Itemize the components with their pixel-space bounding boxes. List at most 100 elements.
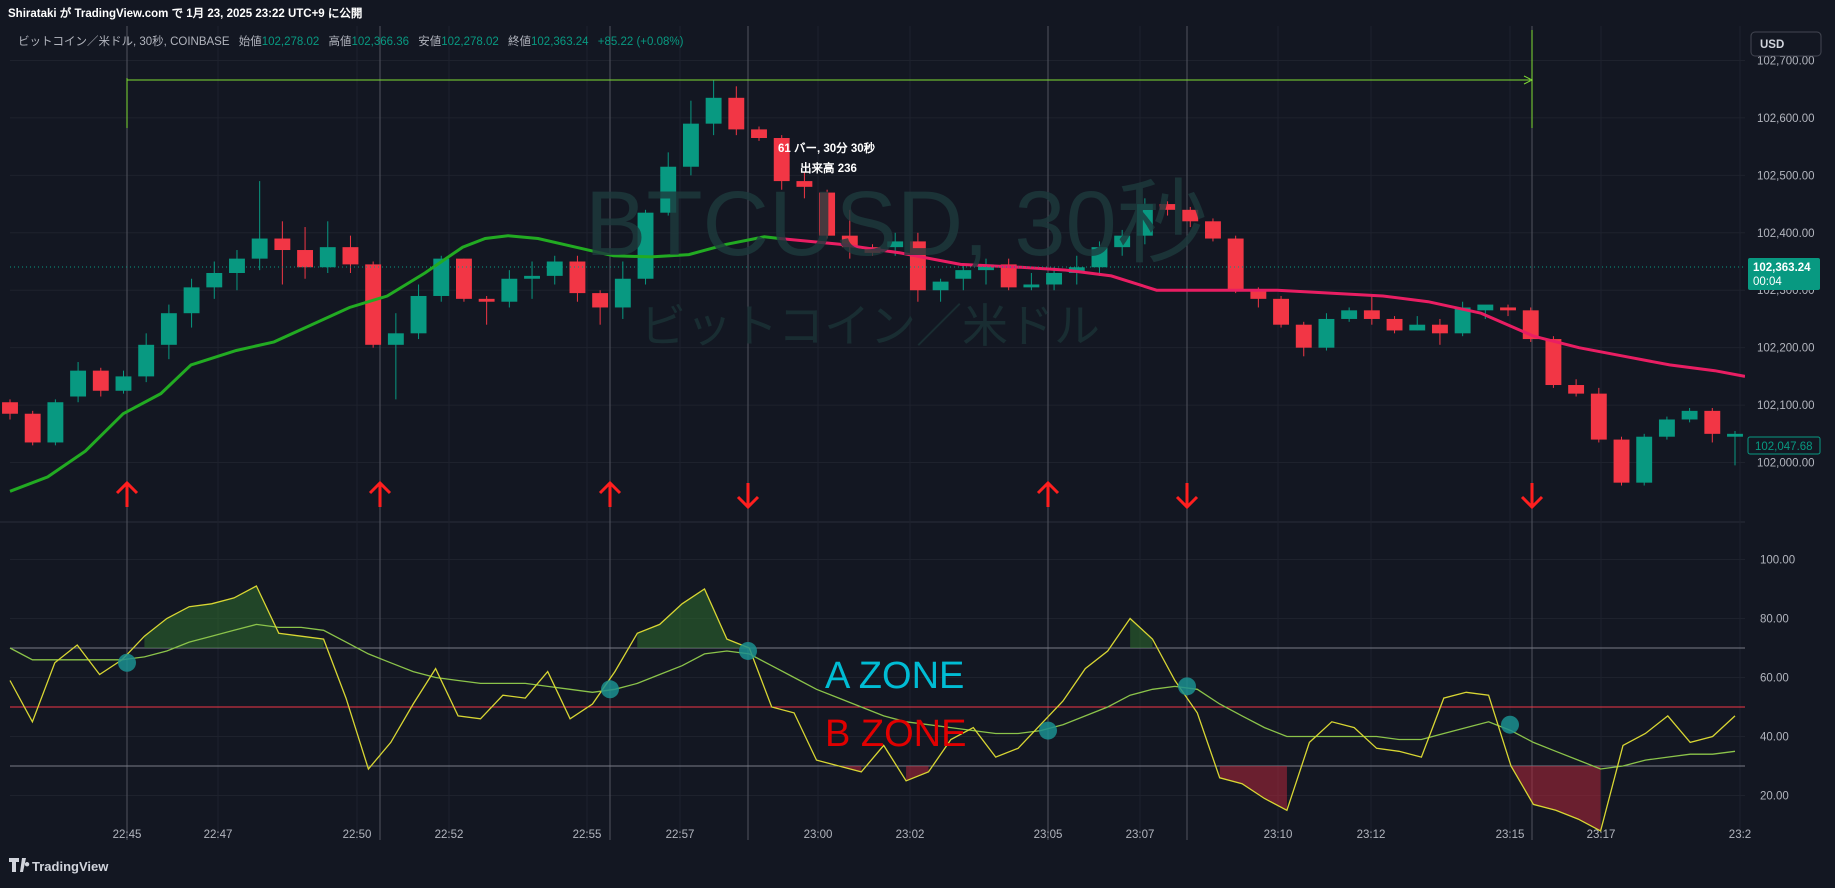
candle-up xyxy=(705,97,722,124)
signal-dot xyxy=(1178,677,1196,696)
signal-dot xyxy=(601,680,619,699)
footer-bar xyxy=(0,848,1835,883)
legend-high: 102,366.36 xyxy=(351,36,409,48)
candle-down xyxy=(1159,204,1176,210)
candle-down xyxy=(456,258,472,299)
candle-up xyxy=(1046,273,1063,285)
candle-down xyxy=(1363,310,1380,319)
candle-up xyxy=(614,278,631,308)
tv-logo-icon xyxy=(9,858,30,872)
candle-down xyxy=(274,238,291,251)
candle-up xyxy=(1636,436,1653,483)
measure-volume-label: 出来高 236 xyxy=(800,161,857,175)
buy-arrow xyxy=(115,480,139,507)
last-price-tag xyxy=(1748,258,1820,290)
time-tick-label: 23:15 xyxy=(1496,829,1525,841)
zone-b-label: B ZONE xyxy=(825,713,966,755)
legend-low: 102,278.02 xyxy=(441,36,499,48)
price-axis[interactable]: 102,000.00102,100.00102,200.00102,300.00… xyxy=(1745,24,1835,848)
candle-down xyxy=(1205,221,1221,239)
candle-down xyxy=(1000,264,1017,288)
legend-high-label: 高値 xyxy=(328,34,351,48)
price-tick-label: 102,400.00 xyxy=(1757,228,1815,240)
buy-arrow xyxy=(368,480,392,507)
price-tick-label: 102,200.00 xyxy=(1757,343,1815,355)
price-tick-label: 102,700.00 xyxy=(1757,55,1815,67)
symbol-watermark-subtitle: ビットコイン／米ドル xyxy=(640,300,1100,352)
candle-up xyxy=(1681,410,1698,420)
candle-up xyxy=(955,270,972,279)
overbought-fill xyxy=(637,589,750,648)
candle-down xyxy=(1273,298,1289,325)
candle-down xyxy=(1431,324,1448,334)
candle-down xyxy=(2,402,18,414)
currency-button[interactable]: USD xyxy=(1760,39,1784,51)
candle-down xyxy=(1227,238,1244,291)
time-axis[interactable]: 22:45 22:47 22:50 22:52 22:55 22:57 23:00 23:02… xyxy=(113,829,1752,841)
candle-up xyxy=(637,212,654,279)
time-tick-label: 23:07 xyxy=(1126,829,1155,841)
candle-up xyxy=(660,166,677,213)
overbought-fill xyxy=(144,586,324,648)
candle-up xyxy=(546,261,563,276)
candle-down xyxy=(1386,318,1403,331)
price-tick-label: 102,500.00 xyxy=(1757,170,1815,182)
candle-down xyxy=(773,138,790,182)
time-tick-label: 22:47 xyxy=(204,829,233,841)
candle-up xyxy=(1658,419,1675,437)
oversold-fill xyxy=(906,766,929,781)
candle-up xyxy=(501,278,518,302)
svg-text:ビットコイン／米ドル, 30秒, COINBASE: ビットコイン／米ドル, 30秒, COINBASE 始値102,278.02 高… xyxy=(18,34,684,48)
time-tick-label: 23:00 xyxy=(804,829,833,841)
sell-arrow xyxy=(736,483,760,510)
candle-up xyxy=(115,376,132,391)
time-tick-label: 23:05 xyxy=(1034,829,1063,841)
publisher-line: Shirataki が TradingView.com で 1月 23, 202… xyxy=(8,6,362,20)
oscillator-pane xyxy=(9,585,1745,832)
time-tick-label: 22:45 xyxy=(113,829,142,841)
time-tick-label: 22:50 xyxy=(343,829,372,841)
candle-down xyxy=(365,264,382,345)
candle-down xyxy=(24,413,41,443)
signal-dot xyxy=(1039,721,1057,740)
osc-tick-label: 20.00 xyxy=(1760,791,1789,803)
candle-up xyxy=(206,273,223,288)
sell-arrow xyxy=(1520,483,1544,510)
osc-tick-label: 60.00 xyxy=(1760,673,1789,685)
candle-down xyxy=(1545,339,1562,386)
measure-bars-label: 61 バー, 30分 30秒 xyxy=(778,141,876,155)
candle-up xyxy=(1091,247,1108,268)
time-tick-label: 23:2 xyxy=(1729,829,1751,841)
candle-down xyxy=(1250,290,1267,299)
candle-up xyxy=(978,264,994,271)
time-tick-label: 23:12 xyxy=(1357,829,1386,841)
candle-up xyxy=(410,295,427,334)
bar-countdown: 00:04 xyxy=(1753,276,1782,288)
osc-fast-line xyxy=(9,585,1736,832)
candle-up xyxy=(932,281,949,291)
candle-down xyxy=(592,293,609,308)
candle-down xyxy=(1568,385,1585,394)
candle-up xyxy=(1341,310,1358,319)
candle-up xyxy=(1136,204,1153,236)
legend-close-label: 終値 xyxy=(508,34,531,48)
time-tick-label: 23:02 xyxy=(896,829,925,841)
currency-button-frame[interactable] xyxy=(1750,31,1822,57)
candle-down xyxy=(909,241,926,291)
signal-dot xyxy=(1501,715,1519,734)
candle-up xyxy=(47,402,64,443)
legend-change: +85.22 (+0.08%) xyxy=(598,36,684,48)
candle-down xyxy=(1500,307,1516,311)
candle-up xyxy=(887,241,904,248)
candle-up xyxy=(1454,307,1471,334)
candle-down xyxy=(297,250,314,268)
oversold-fill xyxy=(1510,766,1601,831)
time-tick-label: 22:57 xyxy=(666,829,695,841)
last-price: 102,363.24 xyxy=(1753,262,1811,274)
candle-up xyxy=(319,247,336,268)
candle-up xyxy=(138,344,155,377)
candle-down xyxy=(1590,393,1607,440)
candle-up xyxy=(433,258,450,296)
